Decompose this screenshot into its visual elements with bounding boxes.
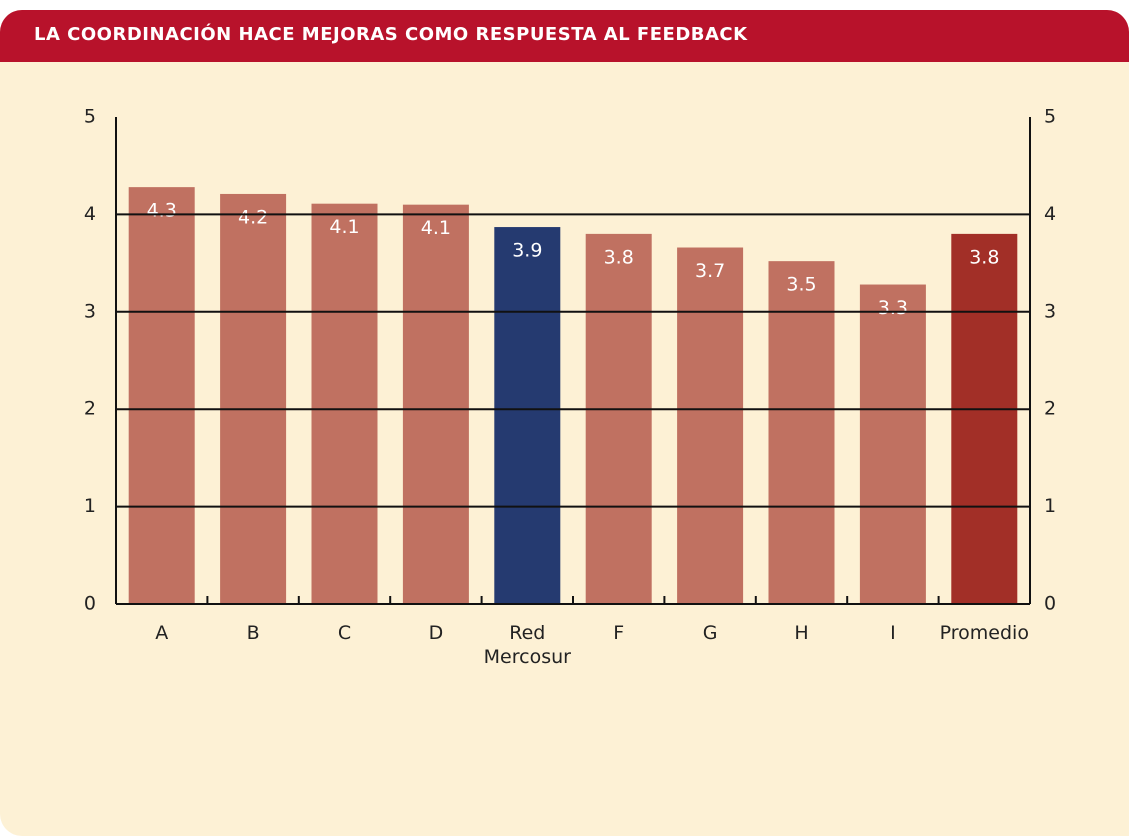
x-tick-label: D bbox=[428, 622, 444, 644]
value-label: 3.7 bbox=[695, 260, 725, 282]
value-label: 4.3 bbox=[147, 200, 177, 222]
header-band: LA COORDINACIÓN HACE MEJORAS COMO RESPUE… bbox=[0, 10, 1129, 62]
x-tick-label: H bbox=[794, 622, 809, 644]
value-label: 4.2 bbox=[238, 206, 268, 228]
x-tick-label: Red Mercosur bbox=[483, 622, 571, 668]
y-tick-label: 0 bbox=[84, 593, 96, 615]
y2-tick-label: 0 bbox=[1044, 593, 1056, 615]
bar bbox=[220, 193, 287, 605]
y2-tick-label: 2 bbox=[1044, 398, 1056, 420]
bar bbox=[951, 233, 1018, 604]
bar bbox=[494, 227, 561, 604]
value-label: 3.8 bbox=[604, 246, 634, 268]
x-tick-label: A bbox=[155, 622, 169, 644]
value-label: 3.3 bbox=[878, 297, 908, 319]
value-label: 4.1 bbox=[421, 217, 451, 239]
y-tick-label: 2 bbox=[84, 398, 96, 420]
y-tick-label: 1 bbox=[84, 495, 96, 517]
y2-tick-label: 3 bbox=[1044, 300, 1056, 322]
bar bbox=[311, 203, 378, 604]
bar bbox=[677, 247, 744, 605]
value-label: 4.1 bbox=[329, 216, 359, 238]
x-tick-label: G bbox=[702, 622, 718, 644]
y-tick-label: 4 bbox=[84, 203, 96, 225]
bar bbox=[128, 187, 195, 605]
bar bbox=[859, 284, 926, 604]
value-label: 3.5 bbox=[786, 274, 816, 296]
x-tick-label: B bbox=[246, 622, 260, 644]
y2-tick-label: 1 bbox=[1044, 495, 1056, 517]
y2-tick-label: 5 bbox=[1044, 106, 1056, 128]
y-tick-label: 5 bbox=[84, 106, 96, 128]
value-label: 3.9 bbox=[512, 240, 542, 262]
bar bbox=[768, 261, 835, 604]
x-tick-label: Promedio bbox=[939, 622, 1029, 644]
x-tick-label: F bbox=[613, 622, 625, 644]
bar bbox=[585, 233, 652, 604]
chart-title: LA COORDINACIÓN HACE MEJORAS COMO RESPUE… bbox=[34, 24, 748, 45]
bar bbox=[402, 204, 469, 604]
y-tick-label: 3 bbox=[84, 300, 96, 322]
value-label: 3.8 bbox=[969, 246, 999, 268]
y2-tick-label: 4 bbox=[1044, 203, 1056, 225]
x-tick-label: C bbox=[337, 622, 352, 644]
x-tick-label: I bbox=[890, 622, 896, 644]
